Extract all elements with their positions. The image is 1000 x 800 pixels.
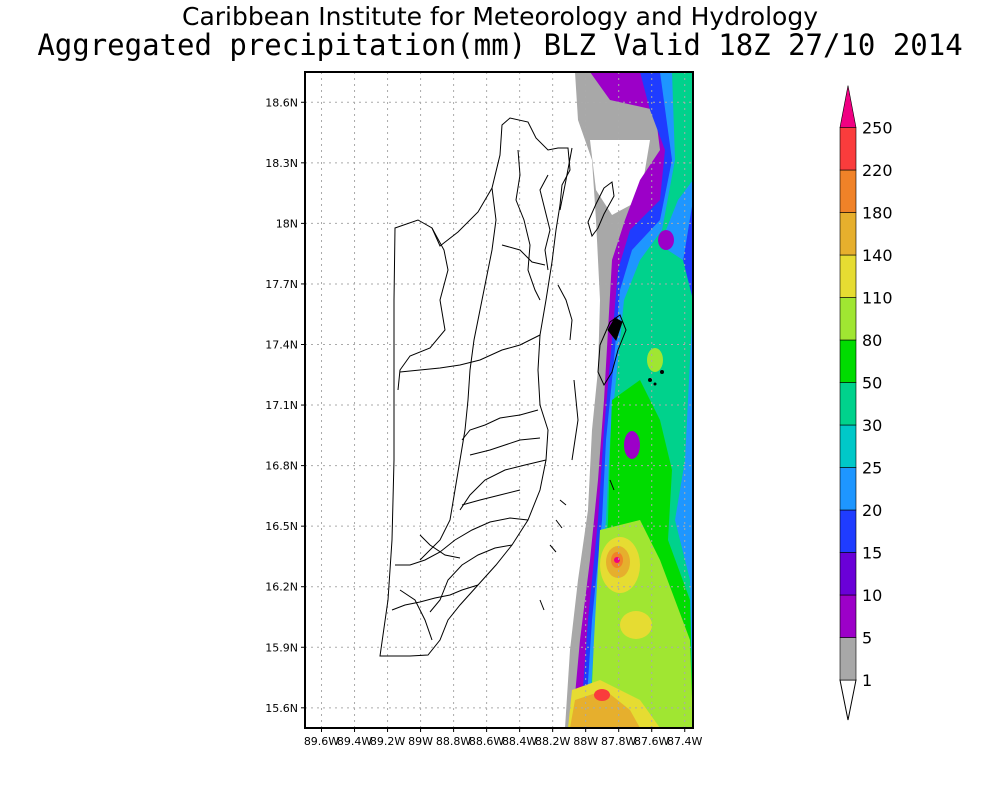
colorbar-segment — [839, 424, 857, 468]
lat-tick-label: 18N — [276, 217, 298, 230]
colorbar-under-arrow — [839, 679, 857, 721]
colorbar-over-arrow — [839, 85, 857, 128]
lon-tick-label: 88.2W — [535, 735, 570, 748]
lon-tick-label: 88W — [573, 735, 598, 748]
colorbar-label: 220 — [862, 161, 893, 180]
lat-tick-label: 18.6N — [265, 96, 298, 109]
lon-tick-label: 89.6W — [304, 735, 339, 748]
colorbar-label: 110 — [862, 289, 893, 308]
lon-tick-label: 89.2W — [370, 735, 405, 748]
colorbar-label: 50 — [862, 374, 882, 393]
colorbar-label: 180 — [862, 204, 893, 223]
lat-tick-label: 16.2N — [265, 581, 298, 594]
colorbar-segment — [839, 169, 857, 213]
colorbar-label: 80 — [862, 331, 882, 350]
lon-tick-label: 88.8W — [436, 735, 471, 748]
colorbar-segment — [839, 212, 857, 256]
colorbar-segment — [839, 467, 857, 511]
colorbar-label: 5 — [862, 629, 872, 648]
cays-islands — [539, 147, 664, 611]
colorbar-label: 10 — [862, 586, 882, 605]
colorbar-label: 1 — [862, 671, 872, 690]
lat-tick-label: 16.5N — [265, 520, 298, 533]
latitude-axis: 18.6N 18.3N 18N 17.7N 17.4N 17.1N 16.8N 16.5N 16… — [265, 96, 305, 715]
colorbar-segment — [839, 552, 857, 596]
country-outline — [379, 117, 571, 657]
colorbar-label: 250 — [862, 119, 893, 138]
colorbar-segment — [839, 254, 857, 298]
colorbar-segment — [839, 339, 857, 383]
map-frame — [304, 71, 694, 729]
colorbar-label: 140 — [862, 246, 893, 265]
lat-tick-label: 15.6N — [265, 702, 298, 715]
colorbar-segment — [839, 297, 857, 341]
lon-tick-label: 88.4W — [502, 735, 537, 748]
lat-tick-label: 17.7N — [265, 278, 298, 291]
precipitation-field — [305, 72, 693, 728]
lat-tick-label: 17.4N — [265, 338, 298, 351]
lon-tick-label: 87.6W — [634, 735, 669, 748]
colorbar-segment — [839, 637, 857, 681]
map-grid — [305, 72, 693, 728]
lat-tick-label: 18.3N — [265, 157, 298, 170]
colorbar-label: 25 — [862, 459, 882, 478]
lon-tick-label: 89.4W — [337, 735, 372, 748]
colorbar-label: 30 — [862, 416, 882, 435]
lon-tick-label: 87.4W — [667, 735, 702, 748]
lat-tick-label: 15.9N — [265, 641, 298, 654]
lon-tick-label: 87.8W — [601, 735, 636, 748]
lon-tick-label: 89W — [408, 735, 433, 748]
lat-tick-label: 16.8N — [265, 460, 298, 473]
colorbar-label: 15 — [862, 544, 882, 563]
colorbar-label: 20 — [862, 501, 882, 520]
colorbar-segment — [839, 509, 857, 553]
lat-tick-label: 17.1N — [265, 399, 298, 412]
map-title: Caribbean Institute for Meteorology and … — [182, 2, 818, 31]
colorbar-segment — [839, 382, 857, 426]
lon-tick-label: 88.6W — [469, 735, 504, 748]
map-subtitle: Aggregated precipitation(mm) BLZ Valid 1… — [37, 28, 963, 62]
colorbar-segment — [839, 127, 857, 171]
colorbar-segment — [839, 594, 857, 638]
